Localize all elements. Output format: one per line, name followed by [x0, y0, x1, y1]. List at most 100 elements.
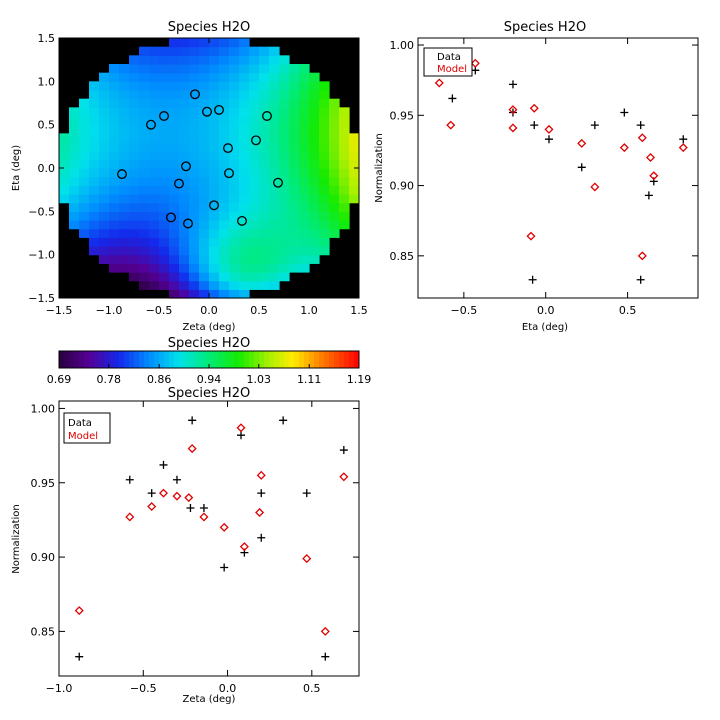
colormap-cell — [149, 116, 160, 126]
map-ytick-label: 0.5 — [38, 119, 56, 132]
colormap-cell — [119, 142, 130, 152]
colormap-cell — [309, 176, 320, 186]
colormap-cell — [89, 194, 100, 204]
colormap-cell — [219, 185, 230, 195]
colormap-cell — [179, 90, 190, 100]
colormap-cell — [299, 107, 310, 117]
colormap-cell — [249, 64, 260, 74]
colormap-cell — [119, 202, 130, 212]
colorbar-strip — [274, 351, 280, 368]
eta-data-point — [644, 191, 653, 200]
colorbar-tick-label: 0.78 — [97, 373, 122, 386]
colormap-cell — [309, 142, 320, 152]
colormap-cell — [179, 176, 190, 186]
colormap-cell — [279, 237, 290, 247]
colorbar-tick-label: 0.69 — [47, 373, 72, 386]
colormap-cell — [189, 90, 200, 100]
colormap-cell — [329, 107, 340, 117]
colormap-cell — [219, 133, 230, 143]
colormap-cell — [89, 237, 100, 247]
colormap-cell — [179, 150, 190, 160]
colormap-cell — [209, 237, 220, 247]
colormap-cell — [119, 168, 130, 178]
eta-model-point — [526, 231, 536, 241]
colormap-cell — [179, 124, 190, 134]
colormap-cell — [249, 237, 260, 247]
colormap-cell — [119, 220, 130, 230]
colormap-cell — [109, 142, 120, 152]
colormap-cell — [89, 116, 100, 126]
colorbar-strip — [219, 351, 225, 368]
eta-data-point — [528, 275, 537, 284]
colorbar-strip — [194, 351, 200, 368]
colormap-cell — [229, 280, 240, 290]
colormap-cell — [149, 254, 160, 264]
colormap-cell — [169, 228, 180, 238]
colormap-cell — [299, 211, 310, 221]
colormap-cell — [309, 124, 320, 134]
colorbar-strip — [254, 351, 260, 368]
colormap-cell — [209, 90, 220, 100]
colormap-cell — [89, 124, 100, 134]
colormap-cell — [79, 220, 90, 230]
colormap-cell — [249, 254, 260, 264]
colormap-cell — [349, 159, 360, 169]
colormap-cell — [79, 124, 90, 134]
colormap-cell — [189, 202, 200, 212]
colormap-cell — [119, 72, 130, 82]
colormap-cell — [209, 228, 220, 238]
colormap-cell — [159, 46, 170, 56]
colormap-cell — [199, 90, 210, 100]
colormap-cell — [259, 254, 270, 264]
eta-legend-model: Model — [437, 64, 467, 75]
colormap-cell — [299, 81, 310, 91]
colormap-cell — [119, 90, 130, 100]
zeta-data-point — [125, 475, 134, 484]
colormap-cell — [229, 176, 240, 186]
colormap-cell — [229, 116, 240, 126]
colormap-cell — [159, 228, 170, 238]
colormap-cell — [259, 46, 270, 56]
colormap-cell — [109, 246, 120, 256]
colormap-cell — [249, 133, 260, 143]
colormap-cell — [199, 38, 210, 48]
colormap-cell — [319, 194, 330, 204]
colormap-cell — [229, 142, 240, 152]
colormap-cell — [209, 124, 220, 134]
zeta-data-point — [199, 504, 208, 513]
colormap-cell — [99, 133, 110, 143]
colormap-cell — [119, 237, 130, 247]
colormap-cell — [209, 64, 220, 74]
colormap-cell — [199, 272, 210, 282]
colormap-cell — [189, 72, 200, 82]
colormap-cell — [309, 211, 320, 221]
colormap-cell — [99, 237, 110, 247]
colormap-cell — [139, 202, 150, 212]
colorbar-tick-label: 1.03 — [247, 373, 272, 386]
colormap-cell — [269, 90, 280, 100]
colormap-cell — [169, 90, 180, 100]
colormap-cell — [169, 168, 180, 178]
colorbar-tick-label: 0.94 — [197, 373, 222, 386]
zeta-model-point — [184, 493, 194, 503]
colormap-cell — [309, 194, 320, 204]
colormap-cell — [179, 254, 190, 264]
colorbar-strip — [249, 351, 255, 368]
colormap-cell — [189, 176, 200, 186]
colormap-cell — [329, 150, 340, 160]
colormap-cell — [209, 168, 220, 178]
colormap-cell — [129, 202, 140, 212]
eta-model-point — [446, 120, 456, 130]
colormap-cell — [299, 194, 310, 204]
colormap-cell — [279, 263, 290, 273]
colormap-cell — [89, 142, 100, 152]
colormap-cell — [89, 107, 100, 117]
eta-frame — [417, 37, 699, 299]
colormap-cell — [289, 98, 300, 108]
detector-circle — [181, 161, 191, 172]
map-xtick-label: 0.0 — [200, 304, 218, 317]
colormap-cell — [119, 176, 130, 186]
map-ylabel: Eta (deg) — [11, 145, 22, 191]
colormap-cell — [279, 81, 290, 91]
colormap-cell — [239, 254, 250, 264]
